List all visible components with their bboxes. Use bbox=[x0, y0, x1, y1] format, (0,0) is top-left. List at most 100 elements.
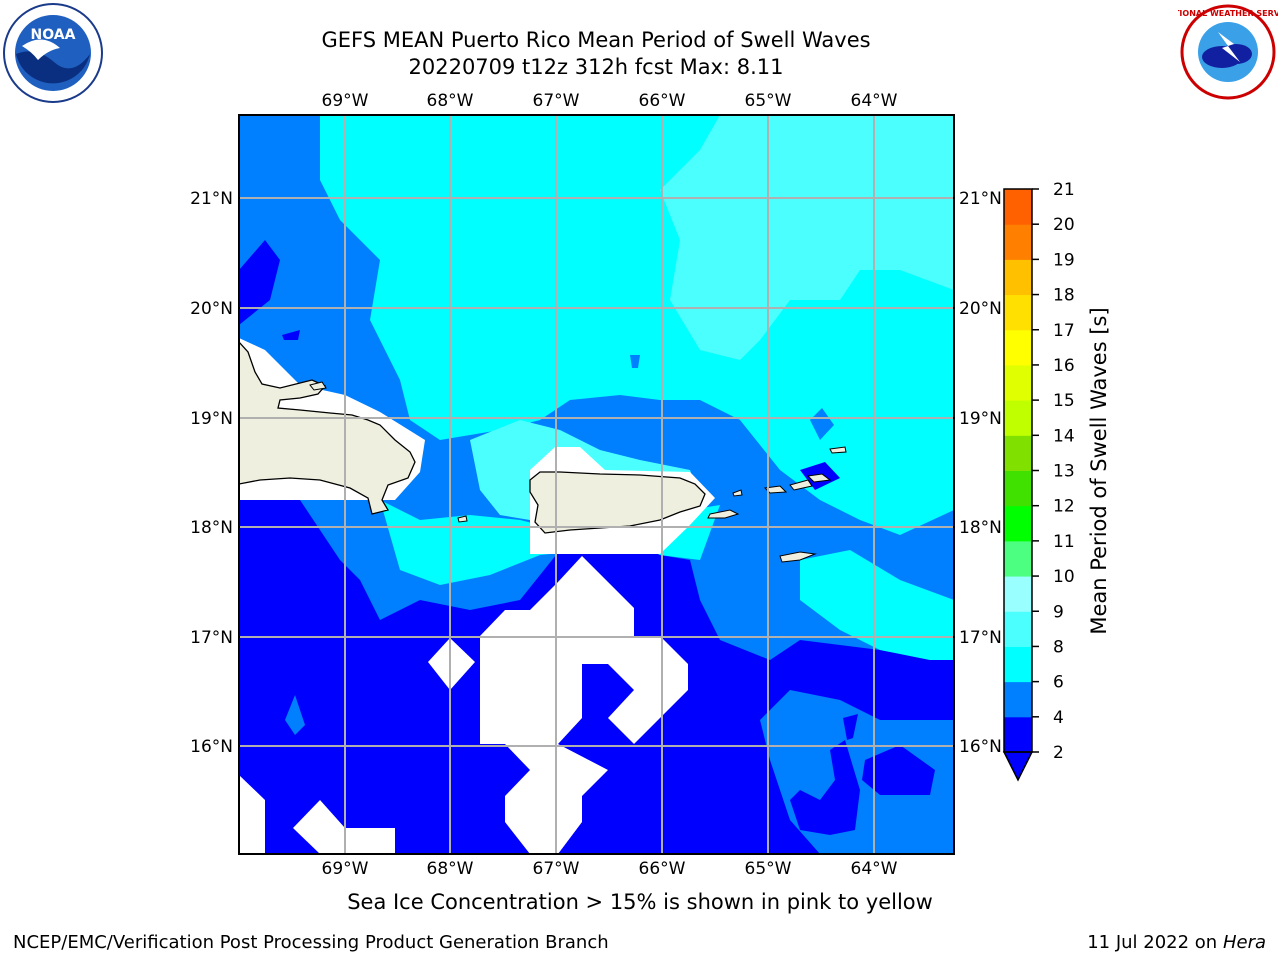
colorbar-cell bbox=[1004, 329, 1032, 366]
lon-label: 68°W bbox=[427, 859, 474, 879]
colorbar-cell bbox=[1004, 576, 1032, 612]
lat-label: 20°N bbox=[959, 299, 1002, 319]
swell-2-4-region bbox=[843, 714, 858, 740]
nws-logo: NATIONAL WEATHER SERVICE bbox=[1178, 4, 1278, 100]
lon-label: 68°W bbox=[427, 91, 474, 111]
colorbar-tick-label: 16 bbox=[1053, 356, 1075, 376]
colorbar-tick-label: 19 bbox=[1053, 250, 1075, 270]
swell-2-4-region bbox=[862, 745, 935, 795]
noaa-logo-text: NOAA bbox=[31, 27, 76, 43]
island bbox=[457, 515, 468, 523]
lon-label: 67°W bbox=[533, 859, 580, 879]
colorbar-cell bbox=[1004, 224, 1032, 260]
swell-6-8-region bbox=[800, 550, 954, 660]
colorbar-tick-label: 11 bbox=[1053, 532, 1075, 552]
masked-region bbox=[428, 638, 475, 690]
colorbar-cell bbox=[1004, 189, 1032, 225]
swell-2-4-region bbox=[282, 330, 300, 340]
lon-label: 64°W bbox=[851, 91, 898, 111]
lat-label: 17°N bbox=[190, 628, 233, 648]
lon-label: 69°W bbox=[322, 91, 369, 111]
swell-4-6-region bbox=[285, 695, 305, 735]
map-frame bbox=[238, 114, 955, 855]
colorbar-tick-label: 13 bbox=[1053, 462, 1075, 482]
footer-host: Hera bbox=[1222, 932, 1266, 953]
swell-4-6-region bbox=[810, 408, 834, 440]
colorbar-tick-label: 20 bbox=[1053, 215, 1075, 235]
colorbar-tick-label: 18 bbox=[1053, 286, 1075, 306]
swell-2-4-region bbox=[239, 240, 280, 325]
footer-date-text: 11 Jul 2022 on bbox=[1087, 932, 1223, 953]
map-subtitle: 20220709 t12z 312h fcst Max: 8.11 bbox=[408, 55, 784, 79]
map-gridlines bbox=[239, 115, 954, 854]
masked-region bbox=[239, 775, 265, 854]
colorbar-tick-label: 15 bbox=[1053, 391, 1075, 411]
lat-label: 21°N bbox=[190, 189, 233, 209]
colorbar-tick-label: 14 bbox=[1053, 426, 1075, 446]
swell-8-9-region bbox=[500, 115, 954, 360]
colorbar-cell bbox=[1004, 681, 1032, 718]
footer-credit: NCEP/EMC/Verification Post Processing Pr… bbox=[13, 932, 609, 953]
colorbar-tick-label: 17 bbox=[1053, 321, 1075, 341]
island bbox=[829, 446, 847, 454]
lat-label: 18°N bbox=[959, 518, 1002, 538]
lon-labels-bottom: 69°W 68°W 67°W 66°W 65°W 64°W bbox=[322, 859, 898, 879]
colorbar-tick-label: 9 bbox=[1053, 602, 1064, 622]
lat-labels-right: 21°N 20°N 19°N 18°N 17°N 16°N bbox=[959, 189, 1002, 757]
nws-logo-text: NATIONAL WEATHER SERVICE bbox=[1178, 9, 1278, 18]
swell-8-9-region bbox=[818, 182, 848, 200]
colorbar-tick-label: 12 bbox=[1053, 497, 1075, 517]
colorbar-cell bbox=[1004, 646, 1032, 683]
colorbar-cell bbox=[1004, 505, 1032, 542]
colorbar-extend-arrow bbox=[1002, 751, 1034, 782]
swell-2-4-region bbox=[790, 740, 860, 835]
swell-4-6-region bbox=[736, 430, 752, 462]
island bbox=[732, 489, 743, 497]
masked-region bbox=[480, 556, 688, 854]
island bbox=[707, 509, 740, 519]
colorbar-tick-label: 8 bbox=[1053, 637, 1064, 657]
lat-label: 19°N bbox=[190, 409, 233, 429]
colorbar: 2 4 6 8 9 10 11 12 13 14 15 16 17 18 19 20 21 Mean Perio… bbox=[1002, 180, 1111, 782]
footer-date: 11 Jul 2022 on Hera bbox=[1087, 932, 1266, 953]
colorbar-ticks: 2 4 6 8 9 10 11 12 13 14 15 16 17 18 19 20 21 bbox=[1032, 180, 1075, 763]
lon-label: 69°W bbox=[322, 859, 369, 879]
colorbar-cell bbox=[1004, 540, 1032, 577]
lat-label: 19°N bbox=[959, 409, 1002, 429]
map-area bbox=[239, 115, 954, 854]
lon-label: 66°W bbox=[639, 91, 686, 111]
lon-labels-top: 69°W 68°W 67°W 66°W 65°W 64°W bbox=[322, 91, 898, 111]
lat-label: 18°N bbox=[190, 518, 233, 538]
swell-4-6-region bbox=[630, 355, 640, 368]
colorbar-cell bbox=[1004, 716, 1032, 753]
colorbar-cell bbox=[1004, 259, 1032, 296]
colorbar-label: Mean Period of Swell Waves [s] bbox=[1087, 307, 1111, 634]
colorbar-tick-label: 4 bbox=[1053, 708, 1064, 728]
lat-label: 17°N bbox=[959, 628, 1002, 648]
colorbar-tick-label: 21 bbox=[1053, 180, 1075, 200]
island bbox=[806, 473, 832, 483]
lat-labels-left: 21°N 20°N 19°N 18°N 17°N 16°N bbox=[190, 189, 233, 757]
lon-label: 67°W bbox=[533, 91, 580, 111]
island bbox=[309, 381, 327, 391]
lon-label: 66°W bbox=[639, 859, 686, 879]
colorbar-cell bbox=[1004, 470, 1032, 507]
lon-label: 65°W bbox=[745, 91, 792, 111]
lat-label: 16°N bbox=[190, 737, 233, 757]
map-title: GEFS MEAN Puerto Rico Mean Period of Swe… bbox=[321, 28, 871, 52]
lon-label: 64°W bbox=[851, 859, 898, 879]
colorbar-tick-label: 10 bbox=[1053, 567, 1075, 587]
lon-label: 65°W bbox=[745, 859, 792, 879]
colorbar-cell bbox=[1004, 364, 1032, 401]
hispaniola-landmass bbox=[239, 341, 416, 515]
colorbar-tick-label: 6 bbox=[1053, 673, 1064, 693]
colorbar-tick-label: 2 bbox=[1053, 743, 1064, 763]
lat-label: 20°N bbox=[190, 299, 233, 319]
colorbar-cells bbox=[1004, 189, 1032, 753]
colorbar-cell bbox=[1004, 611, 1032, 647]
lat-label: 21°N bbox=[959, 189, 1002, 209]
colorbar-cell bbox=[1004, 435, 1032, 471]
island bbox=[779, 551, 817, 563]
colorbar-cell bbox=[1004, 294, 1032, 331]
